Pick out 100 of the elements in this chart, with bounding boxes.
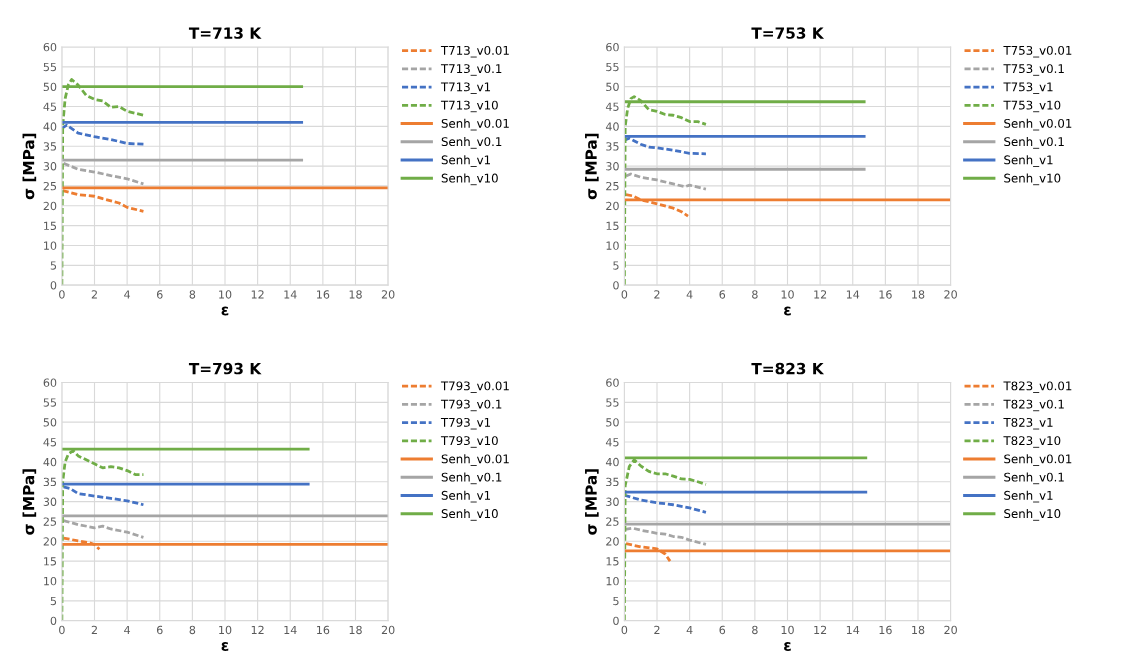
x-tick-label: 12 (814, 625, 827, 634)
chart-title: T=823 K (751, 362, 825, 375)
y-tick-label: 0 (50, 616, 57, 626)
x-tick-label: 10 (781, 290, 794, 299)
chart-title: T=753 K (751, 27, 825, 39)
legend-label: Senh_v10 (441, 508, 498, 521)
y-tick-label: 60 (43, 42, 57, 52)
x-tick-label: 18 (912, 625, 925, 635)
y-tick-label: 25 (606, 181, 619, 191)
legend-label: Senh_v1 (441, 155, 490, 167)
x-axis-title: ε (221, 306, 229, 316)
x-axis-title: ε (784, 306, 791, 316)
y-tick-label: 35 (43, 477, 57, 487)
y-tick-label: 35 (43, 142, 57, 151)
legend-label: Senh_v0.01 (1004, 454, 1072, 466)
legend-label: Senh_v0.1 (441, 136, 502, 149)
x-tick-label: 16 (879, 290, 892, 299)
x-tick-label: 0 (59, 290, 65, 299)
chart-title: T=793 K (188, 362, 262, 375)
legend-label: T793_v0.1 (440, 399, 502, 412)
y-tick-label: 40 (43, 122, 57, 131)
legend-label: Senh_v0.01 (1004, 118, 1072, 131)
y-tick-label: 30 (43, 497, 57, 506)
legend-label: T823_v0.01 (1003, 381, 1072, 393)
x-tick-label: 2 (654, 290, 660, 299)
x-tick-label: 6 (156, 625, 163, 635)
legend-label: Senh_v0.1 (1004, 136, 1064, 149)
legend-label: Senh_v10 (1004, 508, 1061, 521)
y-tick-label: 40 (43, 457, 57, 467)
legend-label: Senh_v10 (1004, 173, 1061, 186)
legend-label: Senh_v0.01 (441, 454, 509, 466)
x-tick-label: 8 (752, 625, 758, 635)
legend-label: Senh_v0.1 (1004, 472, 1064, 485)
x-tick-label: 16 (317, 625, 330, 635)
x-tick-label: 10 (219, 290, 232, 299)
y-tick-label: 15 (606, 221, 619, 230)
y-tick-label: 35 (606, 477, 619, 487)
x-tick-label: 16 (317, 290, 330, 299)
x-tick-label: 14 (284, 290, 297, 299)
x-tick-label: 2 (91, 625, 97, 634)
y-tick-label: 60 (43, 378, 57, 387)
legend-label: T713_v10 (440, 100, 498, 113)
y-tick-label: 25 (606, 517, 619, 526)
x-tick-label: 20 (944, 625, 957, 635)
legend-label: T793_v1 (440, 417, 491, 430)
legend-label: Senh_v1 (1004, 155, 1053, 167)
x-tick-label: 8 (189, 625, 196, 635)
y-tick-label: 60 (606, 378, 619, 387)
y-tick-label: 35 (606, 142, 619, 151)
y-tick-label: 45 (605, 438, 619, 447)
y-tick-label: 50 (606, 82, 619, 92)
legend-label: Senh_v1 (1004, 490, 1053, 503)
y-tick-label: 20 (606, 201, 619, 211)
legend-label: T823_v0.1 (1003, 399, 1064, 412)
x-axis-title: ε (221, 642, 229, 651)
y-tick-label: 50 (43, 82, 57, 92)
y-axis-title: σ [MPa] (585, 469, 599, 535)
legend-label: T713_v1 (440, 82, 491, 94)
y-tick-label: 20 (43, 537, 57, 546)
x-tick-label: 6 (719, 290, 726, 299)
y-tick-label: 0 (613, 616, 619, 626)
y-tick-label: 55 (43, 62, 57, 72)
y-tick-label: 15 (44, 557, 57, 566)
y-tick-label: 25 (43, 181, 57, 191)
x-tick-label: 20 (944, 290, 957, 299)
x-tick-label: 10 (781, 625, 794, 635)
y-tick-label: 30 (606, 497, 619, 506)
legend-label: T793_v10 (440, 436, 498, 448)
legend-label: T753_v1 (1003, 82, 1053, 94)
y-tick-label: 15 (606, 557, 619, 566)
y-tick-label: 30 (606, 162, 619, 171)
y-tick-label: 50 (43, 418, 57, 427)
legend-label: T753_v0.1 (1003, 64, 1064, 76)
legend-label: Senh_v0.1 (441, 472, 502, 485)
y-tick-label: 55 (606, 62, 619, 72)
line-series (624, 172, 708, 191)
legend-label: T713_v0.01 (440, 45, 509, 58)
y-tick-label: 10 (606, 241, 619, 250)
x-tick-label: 6 (719, 625, 726, 635)
x-tick-label: 14 (846, 290, 860, 299)
x-tick-label: 4 (124, 625, 131, 634)
legend-label: T823_v10 (1003, 436, 1061, 448)
y-tick-label: 15 (44, 221, 57, 230)
y-tick-label: 45 (43, 438, 57, 447)
y-tick-label: 0 (613, 281, 619, 290)
y-tick-label: 55 (606, 398, 619, 407)
x-tick-label: 12 (814, 290, 827, 299)
y-tick-label: 55 (43, 398, 57, 407)
y-axis-title: σ [MPa] (22, 133, 37, 200)
y-tick-label: 0 (50, 281, 57, 290)
y-tick-label: 50 (606, 418, 619, 427)
y-tick-label: 40 (605, 122, 619, 131)
x-tick-label: 8 (752, 290, 758, 299)
legend-label: Senh_v10 (441, 173, 498, 186)
x-tick-label: 12 (251, 625, 264, 634)
y-tick-label: 30 (43, 162, 57, 171)
x-tick-label: 20 (381, 290, 395, 299)
legend-label: Senh_v0.01 (441, 118, 509, 131)
y-axis-title: σ [MPa] (585, 133, 599, 200)
chart-title: T=713 K (188, 27, 262, 39)
